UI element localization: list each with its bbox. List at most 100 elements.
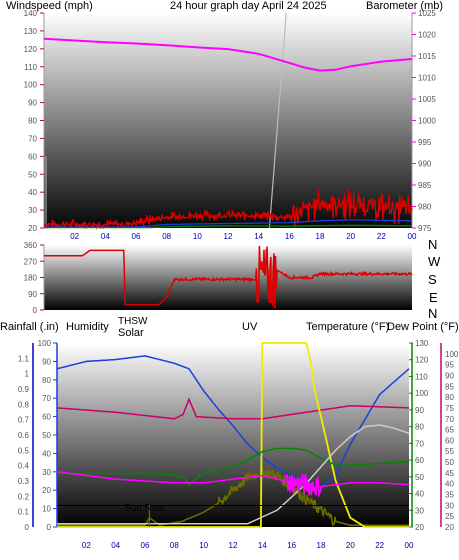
x-tick-label: 00: [408, 232, 417, 241]
x-tick-label: 12: [224, 232, 233, 241]
compass-n-top: N: [428, 237, 437, 252]
baro-tick-label: 975: [418, 224, 432, 233]
rain-tick-label: 1: [25, 370, 30, 379]
dew-tick-label: 45: [445, 469, 454, 478]
series-hum-line: [56, 355, 410, 488]
dew-tick-label: 50: [445, 458, 454, 467]
dew-tick-label: 85: [445, 382, 454, 391]
hum-tick-label: 30: [42, 468, 51, 477]
x-tick-label: 10: [199, 541, 208, 550]
dew-tick-label: 70: [445, 415, 454, 424]
x-tick-label: 04: [101, 232, 110, 241]
x-tick-label: 12: [229, 541, 238, 550]
baro-tick-label: 1005: [418, 95, 436, 104]
temp-tick-label: 90: [415, 406, 424, 415]
dewpoint-axis-label: Dew Point (°F): [387, 321, 459, 333]
dew-tick-label: 35: [445, 491, 454, 500]
hum-tick-label: 40: [42, 449, 51, 458]
dew-tick-label: 65: [445, 426, 454, 435]
barometer-axis-label: Barometer (mb): [366, 0, 443, 12]
x-tick-label: 02: [82, 541, 91, 550]
compass-s: S: [428, 272, 437, 287]
wind-tick-label: 90: [28, 99, 37, 108]
rain-tick-label: 0.2: [18, 492, 30, 501]
rainfall-axis-label: Rainfall (.in): [0, 321, 59, 333]
wind-tick-label: 120: [24, 45, 38, 54]
hum-tick-label: 60: [42, 413, 51, 422]
hum-tick-label: 0: [47, 523, 52, 532]
baro-tick-label: 995: [418, 138, 432, 147]
x-tick-label: 10: [193, 232, 202, 241]
rain-tick-label: 0.5: [18, 446, 30, 455]
temp-tick-label: 80: [415, 423, 424, 432]
x-tick-label: 04: [111, 541, 120, 550]
x-tick-label: 18: [317, 541, 326, 550]
hum-tick-label: 70: [42, 394, 51, 403]
rain-tick-label: 0.8: [18, 400, 30, 409]
wind-tick-label: 50: [28, 170, 37, 179]
baro-tick-label: 1025: [418, 9, 436, 18]
temp-tick-label: 100: [415, 389, 429, 398]
dir-tick-label: 270: [24, 257, 38, 266]
wind-tick-label: 130: [24, 27, 38, 36]
x-tick-label: 14: [254, 232, 263, 241]
graph-title: 24 hour graph day April 24 2025: [170, 0, 327, 12]
series-lowmag-line: [56, 471, 410, 497]
hum-tick-label: 50: [42, 431, 51, 440]
temp-tick-label: 60: [415, 456, 424, 465]
windspeed-axis-label: Windspeed (mph): [6, 0, 93, 12]
x-tick-label: 16: [285, 232, 294, 241]
dew-tick-label: 95: [445, 361, 454, 370]
rain-tick-label: 0.9: [18, 385, 30, 394]
wind-tick-label: 70: [28, 134, 37, 143]
compass-n-bottom: N: [428, 306, 437, 321]
x-tick-label: 06: [141, 541, 150, 550]
solar-label: Solar: [118, 327, 144, 339]
temp-tick-label: 110: [415, 372, 428, 381]
wind-tick-label: 30: [28, 206, 37, 215]
baro-tick-label: 980: [418, 203, 432, 212]
dir-tick-label: 360: [24, 241, 38, 250]
hum-tick-label: 20: [42, 486, 51, 495]
humidity-axis-label: Humidity: [66, 321, 109, 333]
x-tick-label: 08: [170, 541, 179, 550]
wind-tick-label: 140: [24, 9, 38, 18]
x-tick-label: 22: [375, 541, 384, 550]
dew-tick-label: 100: [445, 350, 459, 359]
compass-w: W: [428, 254, 441, 269]
series-dir-line: [44, 245, 413, 309]
baro-tick-label: 1015: [418, 52, 436, 61]
dew-tick-label: 80: [445, 393, 454, 402]
temp-tick-label: 50: [415, 473, 424, 482]
dew-tick-label: 40: [445, 480, 454, 489]
series-thsw-line: [57, 424, 410, 525]
temp-tick-label: 70: [415, 439, 424, 448]
panel3-plot-area: [57, 343, 409, 527]
series-gust-line: [43, 189, 413, 231]
dew-tick-label: 60: [445, 436, 454, 445]
hum-tick-label: 90: [42, 357, 51, 366]
baro-tick-label: 1010: [418, 74, 436, 83]
temp-tick-label: 20: [415, 523, 424, 532]
dir-tick-label: 0: [33, 306, 38, 315]
dir-tick-label: 90: [28, 290, 37, 299]
x-tick-label: 14: [258, 541, 267, 550]
baro-tick-label: 1020: [418, 31, 436, 40]
baro-tick-label: 1000: [418, 117, 436, 126]
series-uv-line: [57, 342, 409, 528]
x-tick-label: 20: [346, 541, 355, 550]
wind-tick-label: 40: [28, 188, 37, 197]
compass-e: E: [429, 290, 438, 305]
hum-tick-label: 10: [42, 505, 51, 514]
x-tick-label: 16: [287, 541, 296, 550]
series-windlow-line: [44, 224, 413, 229]
temp-tick-label: 130: [415, 339, 429, 348]
rain-tick-label: 0.4: [18, 462, 30, 471]
rain-tick-label: 0: [25, 523, 30, 532]
series-solar-line: [57, 466, 409, 527]
wind-tick-label: 60: [28, 152, 37, 161]
rain-tick-label: 1.1: [18, 354, 30, 363]
dew-tick-label: 30: [445, 501, 454, 510]
baro-tick-label: 985: [418, 181, 432, 190]
